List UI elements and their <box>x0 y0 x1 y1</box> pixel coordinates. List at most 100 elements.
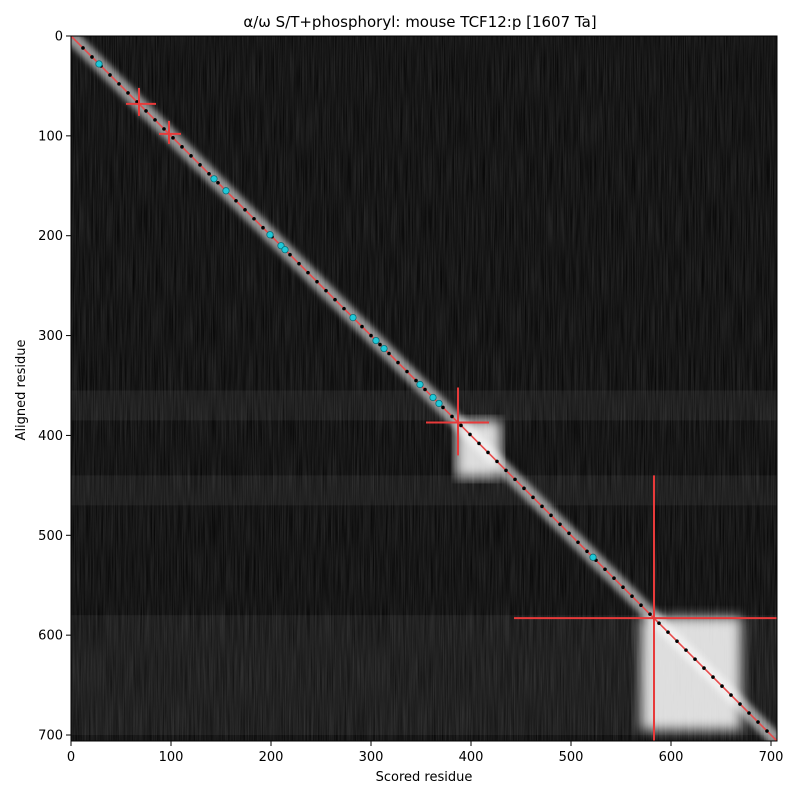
diagonal-dot <box>621 585 625 590</box>
diagonal-dot <box>468 432 472 437</box>
diagonal-dot <box>459 423 463 428</box>
diagonal-dot <box>711 675 715 679</box>
diagonal-dot <box>216 180 220 185</box>
diagonal-dot <box>684 648 688 652</box>
highlight-point <box>380 344 388 353</box>
diagonal-dot <box>198 163 202 167</box>
plot-area <box>71 36 777 741</box>
diagonal-dot <box>486 450 490 455</box>
highlight-point <box>210 175 218 183</box>
x-axis: 0 100 200 300 400 500 600 700 <box>67 741 784 765</box>
diagonal-dot <box>693 657 697 661</box>
y-axis-label: Aligned residue <box>14 340 29 441</box>
diagonal-dot <box>495 459 499 464</box>
diagonal-dot <box>738 702 742 706</box>
diagonal-dot <box>585 549 589 554</box>
diagonal-dot <box>450 414 454 419</box>
diagonal-dot <box>117 82 121 86</box>
highlight-point <box>222 187 230 195</box>
diagonal-dot <box>189 154 193 158</box>
y-tick-label: 600 <box>38 629 63 644</box>
highlight-point <box>589 553 597 561</box>
diagonal-dot <box>612 576 616 581</box>
diagonal-dot <box>171 136 175 140</box>
diagonal-dot <box>108 73 112 77</box>
diagonal-dot <box>729 693 733 697</box>
diagonal-dot <box>288 252 292 257</box>
diagonal-dot <box>378 342 382 347</box>
diagonal-dot <box>513 477 517 482</box>
diagonal-dot <box>630 594 634 599</box>
diagonal-dot <box>675 639 679 643</box>
y-tick-label: 400 <box>38 429 63 444</box>
diagonal-dot <box>315 279 319 284</box>
diagonal-dot <box>522 486 526 491</box>
diagonal-dot <box>477 441 481 446</box>
diagonal-dot <box>180 145 184 149</box>
y-axis: 0 100 200 300 400 500 600 700 <box>38 30 71 744</box>
diagonal-dot <box>333 297 337 302</box>
highlight-point <box>435 399 443 408</box>
diagonal-dot <box>135 100 139 104</box>
highlight-point <box>95 60 103 68</box>
highlight-point <box>281 246 289 254</box>
diagonal-dot <box>369 333 373 338</box>
diagonal-dot <box>603 567 607 572</box>
y-tick-label: 300 <box>38 329 63 344</box>
x-axis-label: Scored residue <box>376 770 473 785</box>
diagonal-dot <box>234 198 238 203</box>
diagonal-dot <box>567 531 571 536</box>
diagonal-dot <box>252 216 256 221</box>
diagonal-dot <box>162 127 166 131</box>
diagonal-dot <box>648 612 652 616</box>
highlight-point <box>349 314 357 322</box>
diagonal-dot <box>306 270 310 275</box>
diagonal-dot <box>81 46 85 50</box>
diagonal-dot <box>531 495 535 500</box>
bright-block <box>641 617 741 731</box>
diagonal-dot <box>387 351 391 356</box>
diagonal-dot <box>342 306 346 311</box>
y-tick-label: 500 <box>38 529 63 544</box>
plot-frame <box>70 35 778 742</box>
chart-title: α/ω S/T+phosphoryl: mouse TCF12:p [1607 … <box>243 13 596 31</box>
diagonal-dot <box>576 540 580 545</box>
x-tick-label: 700 <box>759 750 784 765</box>
diagonal-dot <box>639 603 643 607</box>
y-tick-label: 0 <box>55 30 63 45</box>
diagonal-dot <box>207 172 211 176</box>
diagonal-dot <box>144 109 148 113</box>
diagonal-dot <box>540 504 544 509</box>
texture-band <box>71 475 777 506</box>
diagonal-dot <box>747 711 751 715</box>
highlight-points <box>95 60 597 561</box>
x-tick-label: 100 <box>159 750 184 765</box>
x-tick-label: 200 <box>259 750 284 765</box>
diagonal-dot <box>360 324 364 329</box>
diagonal-dot <box>153 118 157 122</box>
highlight-point <box>416 380 424 389</box>
highlight-point <box>372 336 380 345</box>
diagonal-dot <box>396 360 400 365</box>
diagonal-dot <box>666 630 670 634</box>
diagonal-dot <box>243 207 247 212</box>
diagonal-dot <box>126 91 130 95</box>
diagonal-dot <box>423 387 427 392</box>
y-tick-label: 100 <box>38 129 63 144</box>
x-tick-label: 300 <box>359 750 384 765</box>
diagonal-dot <box>324 288 328 293</box>
diagonal-dot <box>297 261 301 266</box>
error-crosses <box>126 87 777 741</box>
diagonal-dot <box>90 55 94 59</box>
highlight-point <box>266 231 274 239</box>
diagonal-dot <box>720 684 724 688</box>
diagonal-dot <box>504 468 508 473</box>
x-tick-label: 600 <box>659 750 684 765</box>
diagonal-dot <box>414 378 418 383</box>
x-tick-label: 0 <box>67 750 75 765</box>
y-tick-label: 200 <box>38 229 63 244</box>
diagonal-dot <box>261 225 265 230</box>
y-tick-label: 700 <box>38 729 63 744</box>
x-tick-label: 500 <box>559 750 584 765</box>
